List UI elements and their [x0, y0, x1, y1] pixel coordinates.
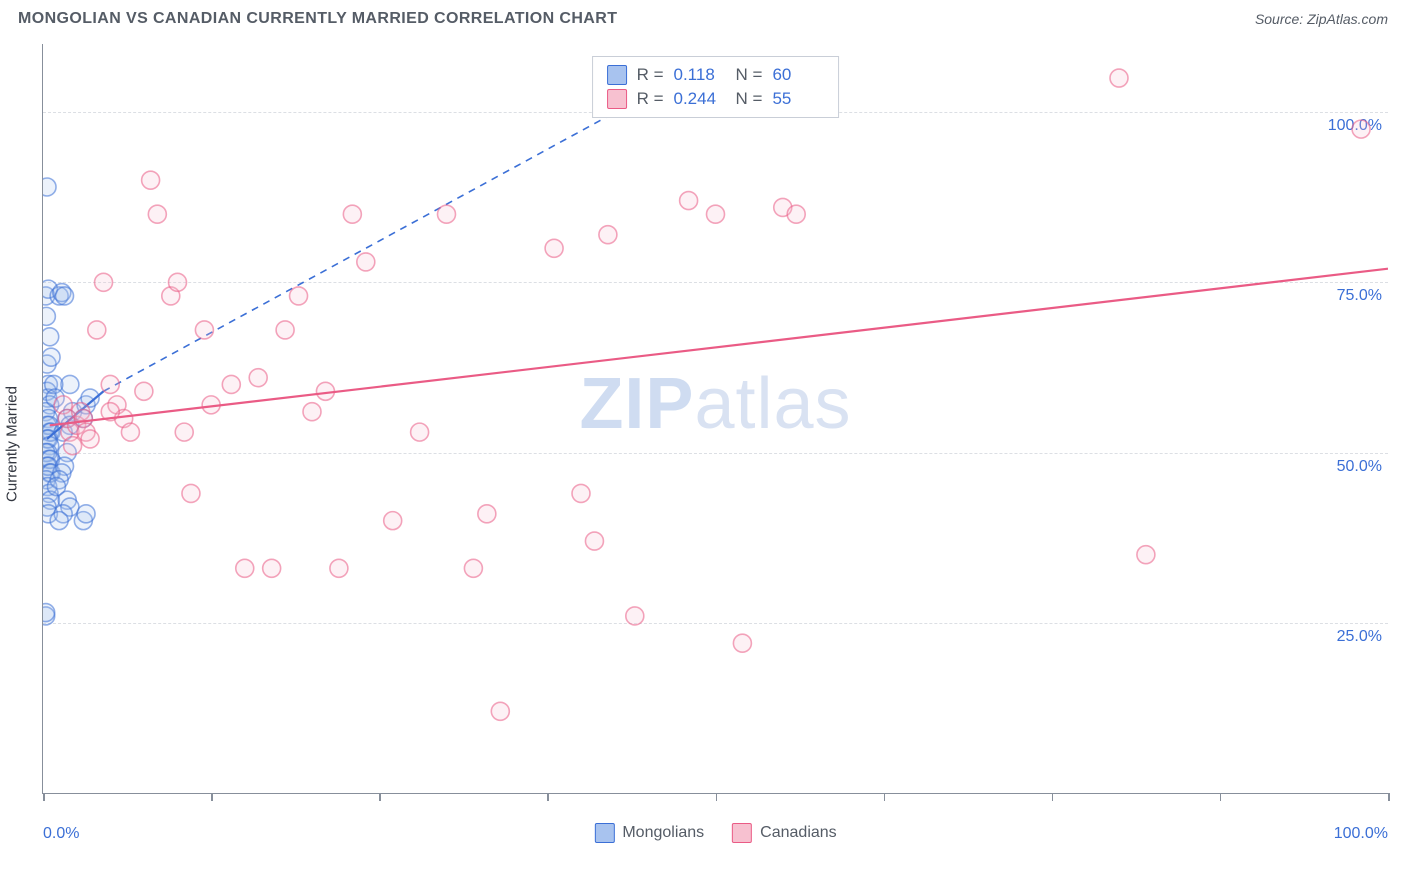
x-tick: [379, 793, 381, 801]
scatter-point: [43, 328, 59, 346]
scatter-point: [707, 205, 725, 223]
scatter-point: [384, 512, 402, 530]
legend-bottom: Mongolians Canadians: [594, 823, 836, 843]
scatter-point: [478, 505, 496, 523]
scatter-point: [303, 403, 321, 421]
source-attribution: Source: ZipAtlas.com: [1255, 11, 1388, 27]
x-tick-label-max: 100.0%: [1334, 825, 1388, 843]
scatter-point: [61, 375, 79, 393]
stats-n-value: 55: [772, 89, 824, 109]
scatter-point: [464, 559, 482, 577]
scatter-point: [135, 382, 153, 400]
x-tick: [884, 793, 886, 801]
scatter-point: [222, 375, 240, 393]
scatter-point: [343, 205, 361, 223]
scatter-point: [88, 321, 106, 339]
scatter-point: [263, 559, 281, 577]
stats-legend-box: R = 0.118 N = 60 R = 0.244 N = 55: [592, 56, 840, 118]
regression-line: [50, 269, 1388, 426]
scatter-point: [64, 437, 82, 455]
scatter-point: [357, 253, 375, 271]
stats-swatch: [607, 89, 627, 109]
stats-n-label: N =: [736, 89, 763, 109]
scatter-point: [56, 287, 74, 305]
scatter-point: [148, 205, 166, 223]
scatter-point: [599, 226, 617, 244]
legend-swatch: [732, 823, 752, 843]
scatter-point: [491, 702, 509, 720]
stats-n-label: N =: [736, 65, 763, 85]
scatter-point: [43, 178, 56, 196]
x-tick: [547, 793, 549, 801]
scatter-point: [1110, 69, 1128, 87]
scatter-point: [236, 559, 254, 577]
scatter-point: [626, 607, 644, 625]
x-tick-label-min: 0.0%: [43, 825, 79, 843]
y-axis-label: Currently Married: [4, 386, 21, 502]
stats-row: R = 0.244 N = 55: [607, 87, 825, 111]
chart-container: Currently Married ZIPatlas R =0.118N =60…: [18, 34, 1388, 854]
stats-swatch: [607, 65, 627, 85]
legend-item: Mongolians: [594, 823, 704, 843]
scatter-point: [680, 192, 698, 210]
scatter-point: [290, 287, 308, 305]
scatter-point: [330, 559, 348, 577]
scatter-point: [169, 273, 187, 291]
stats-r-value: 0.244: [674, 89, 726, 109]
legend-label: Mongolians: [622, 824, 704, 842]
scatter-point: [249, 369, 267, 387]
plot-area: ZIPatlas R =0.118N =60R =0.244N =55 Mong…: [42, 44, 1388, 794]
scatter-point: [276, 321, 294, 339]
stats-r-label: R =: [637, 89, 664, 109]
scatter-point: [195, 321, 213, 339]
scatter-point: [142, 171, 160, 189]
legend-label: Canadians: [760, 824, 837, 842]
scatter-point: [43, 307, 55, 325]
stats-row: R = 0.118 N = 60: [607, 63, 825, 87]
scatter-point: [411, 423, 429, 441]
x-tick: [716, 793, 718, 801]
x-tick: [1052, 793, 1054, 801]
stats-r-label: R =: [637, 65, 664, 85]
legend-item: Canadians: [732, 823, 837, 843]
scatter-point: [175, 423, 193, 441]
scatter-point: [438, 205, 456, 223]
scatter-point: [101, 375, 119, 393]
x-tick: [1220, 793, 1222, 801]
x-tick: [211, 793, 213, 801]
x-tick: [1388, 793, 1390, 801]
scatter-point: [787, 205, 805, 223]
scatter-point: [1137, 546, 1155, 564]
scatter-point: [81, 430, 99, 448]
scatter-point: [77, 505, 95, 523]
scatter-point: [585, 532, 603, 550]
scatter-point: [733, 634, 751, 652]
scatter-point: [545, 239, 563, 257]
scatter-point: [95, 273, 113, 291]
scatter-point: [43, 604, 55, 622]
scatter-point: [121, 423, 139, 441]
scatter-point: [1352, 120, 1370, 138]
chart-title: MONGOLIAN VS CANADIAN CURRENTLY MARRIED …: [18, 10, 617, 28]
scatter-point: [43, 348, 60, 366]
scatter-point: [182, 484, 200, 502]
scatter-svg: [43, 44, 1388, 793]
stats-n-value: 60: [772, 65, 824, 85]
scatter-point: [50, 512, 68, 530]
x-tick: [43, 793, 45, 801]
stats-r-value: 0.118: [674, 65, 726, 85]
scatter-point: [572, 484, 590, 502]
legend-swatch: [594, 823, 614, 843]
